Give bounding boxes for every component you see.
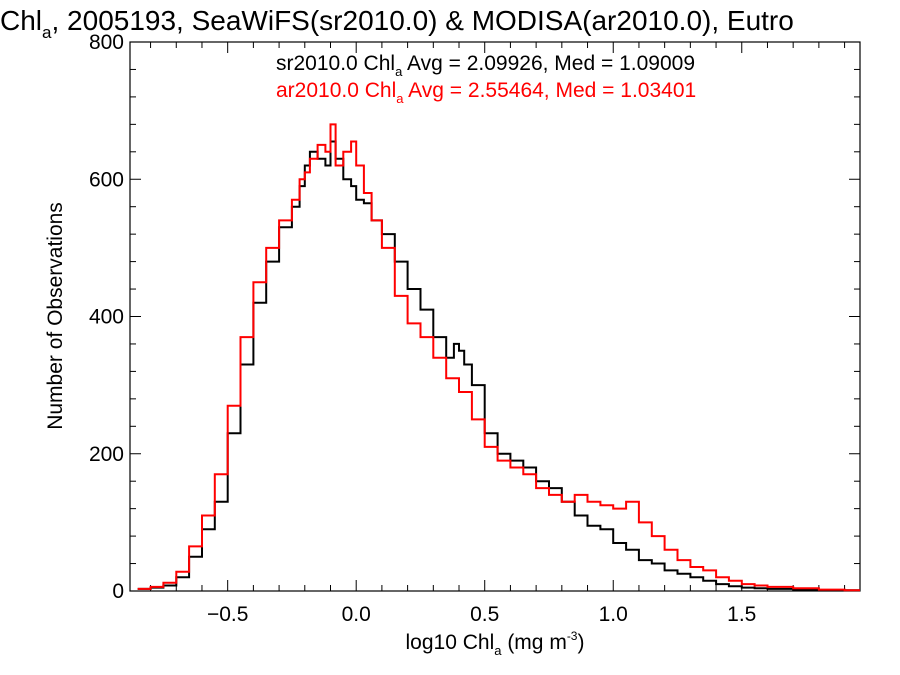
x-tick-label: 1.5 — [727, 603, 756, 626]
x-tick-label: 1.0 — [599, 603, 628, 626]
y-tick-label: 400 — [89, 306, 124, 329]
y-tick-label: 0 — [112, 580, 124, 603]
legend-entry-ar2010: ar2010.0 Chla Avg = 2.55464, Med = 1.034… — [276, 79, 696, 106]
plot-area: −0.5 0.0 0.5 1.0 1.5 0 200 400 600 800 — [89, 31, 861, 626]
series-ar2010-line — [137, 123, 860, 592]
x-axis-label: log10 Chla (mg m-3) — [406, 629, 585, 658]
legend-entry-sr2010: sr2010.0 Chla Avg = 2.09926, Med = 1.090… — [276, 52, 695, 79]
x-tick-label: 0.0 — [342, 603, 371, 626]
x-tick-label: −0.5 — [207, 603, 248, 626]
legend: sr2010.0 Chla Avg = 2.09926, Med = 1.090… — [276, 52, 696, 106]
y-tick-label: 600 — [89, 168, 124, 191]
y-tick-label: 200 — [89, 443, 124, 466]
plot-frame — [129, 41, 861, 592]
x-tick-label: 0.5 — [470, 603, 499, 626]
chart-title: Chla, 2005193, SeaWiFS(sr2010.0) & MODIS… — [0, 5, 794, 42]
y-axis-label: Number of Observations — [44, 202, 67, 430]
series-sr2010-line — [137, 140, 860, 592]
y-tick-label: 800 — [89, 31, 124, 54]
